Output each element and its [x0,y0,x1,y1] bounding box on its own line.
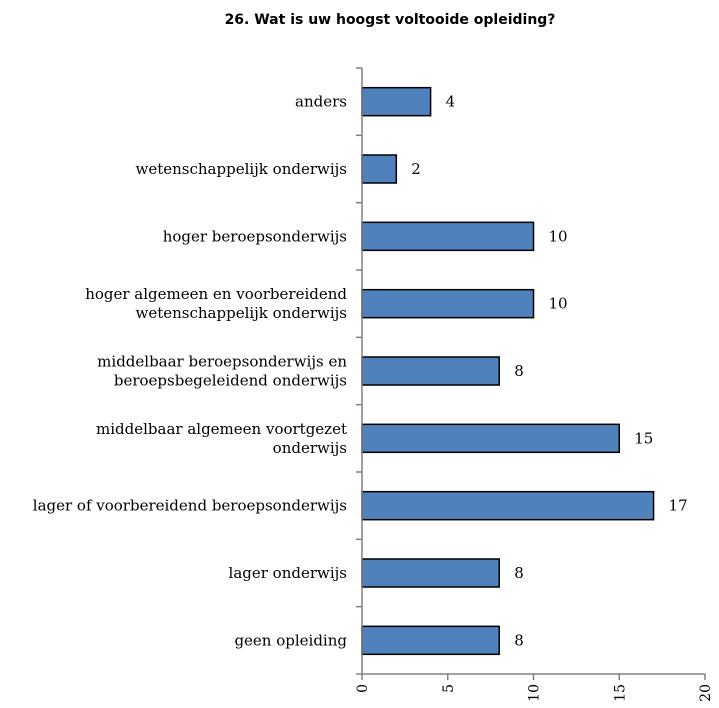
bar-0 [361,86,432,117]
bar-2 [361,221,535,252]
category-label-0: anders [295,93,347,111]
x-tick-label-2: 10 [527,684,543,702]
category-label-6: lager of voorbereidend beroepsonderwijs [33,497,347,515]
data-label-0: 4 [446,93,456,111]
category-label-5: middelbaar algemeen voortgezet onderwijs [96,420,347,457]
data-label-5: 15 [634,429,653,447]
category-label-8: geen opleiding [234,631,347,649]
x-tick-label-4: 20 [698,684,714,702]
category-label-2: hoger beroepsonderwijs [163,227,347,245]
data-label-4: 8 [514,362,524,380]
data-label-1: 2 [411,160,421,178]
x-tick-label-3: 15 [612,684,628,702]
bar-7 [361,558,500,588]
data-label-8: 8 [514,631,524,649]
data-label-3: 10 [549,295,568,313]
axes-layer [356,67,706,680]
category-label-1: wetenschappelijk onderwijs [136,160,348,178]
category-label-3: hoger algemeen en voorbereidend wetenscha… [85,285,347,322]
chart-title: 26. Wat is uw hoogst voltooide opleiding… [225,12,556,28]
x-tick-label-1: 5 [441,684,457,693]
category-label-4: middelbaar beroepsonderwijs en beroepsbeg… [97,353,347,390]
data-label-2: 10 [549,227,568,245]
bars-layer [361,86,655,656]
bar-4 [361,356,500,386]
bar-5 [361,423,620,454]
data-label-6: 17 [669,497,688,515]
bar-3 [361,288,535,319]
data-label-7: 8 [514,564,524,582]
x-tick-label-0: 0 [355,684,371,693]
labels-layer: 4 anders 2 wetenschappelijk onderwijs 10 hoge… [33,93,714,702]
bar-1 [361,154,398,184]
category-label-7: lager onderwijs [229,564,347,582]
bar-8 [361,625,500,656]
bar-6 [361,490,655,521]
